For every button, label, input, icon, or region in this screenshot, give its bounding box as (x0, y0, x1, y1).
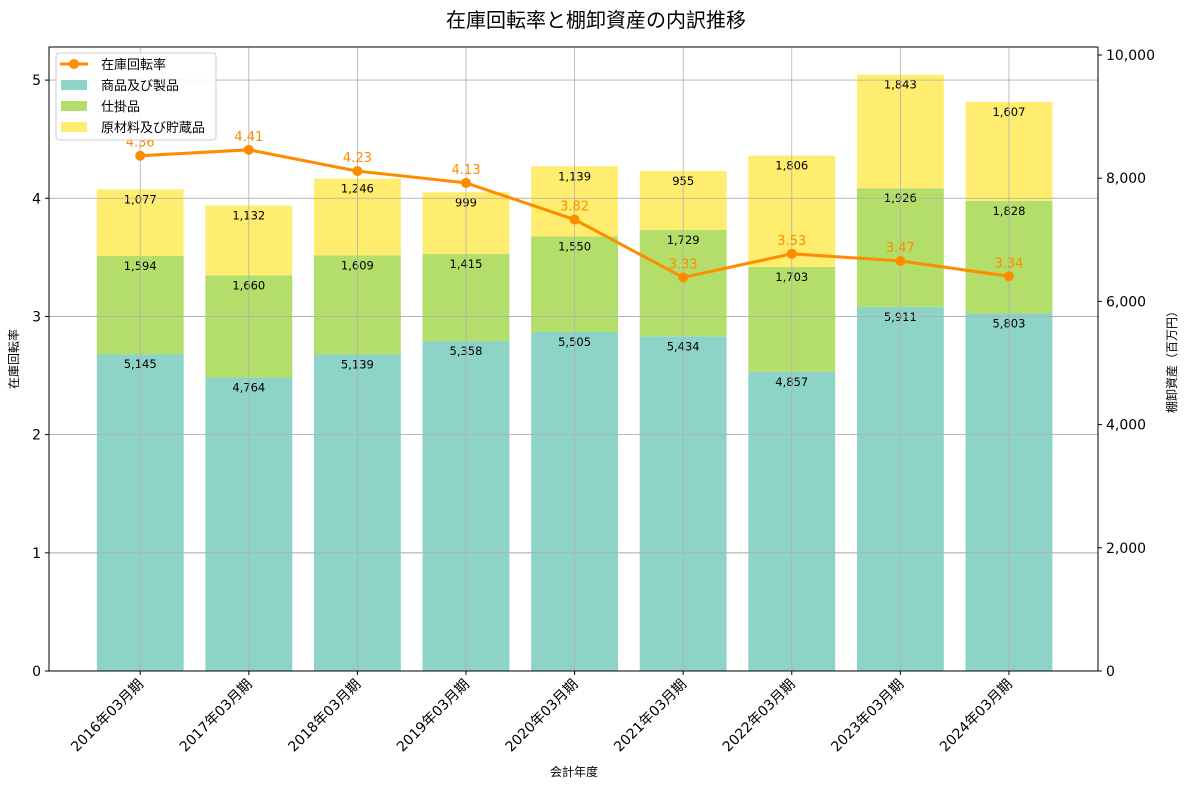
y-tick-label-right: 0 (1106, 664, 1115, 680)
legend-swatch (61, 122, 87, 132)
y-tick-label-left: 5 (32, 73, 41, 89)
legend-label: 原材料及び貯蔵品 (101, 121, 205, 136)
turnover-point (786, 248, 797, 259)
legend-label: 在庫回転率 (101, 57, 166, 73)
y-tick-label-right: 2,000 (1106, 541, 1146, 557)
turnover-point (569, 214, 580, 225)
y-tick-label-left: 4 (32, 191, 41, 207)
x-tick-label: 2021年03月期 (611, 677, 690, 756)
turnover-point (895, 255, 906, 266)
legend-swatch (61, 101, 87, 111)
y-tick-label-left: 3 (32, 309, 41, 325)
x-tick-label: 2022年03月期 (720, 677, 799, 756)
y-tick-label-right: 8,000 (1106, 171, 1146, 187)
legend-label: 商品及び製品 (101, 79, 179, 94)
legend-box (55, 52, 217, 141)
turnover-point (460, 177, 471, 188)
turnover-value-label: 3.34 (994, 256, 1023, 271)
legend-swatch (61, 80, 87, 90)
turnover-value-label: 4.23 (343, 151, 372, 166)
y-tick-label-right: 4,000 (1106, 418, 1146, 434)
y-tick-label-right: 6,000 (1106, 294, 1146, 310)
x-tick-label: 2018年03月期 (285, 677, 364, 756)
y-tick-label-left: 1 (32, 546, 41, 562)
turnover-point (243, 144, 254, 155)
turnover-value-label: 4.41 (234, 130, 263, 145)
x-tick-label: 2019年03月期 (394, 677, 473, 756)
x-axis-label: 会計年度 (550, 764, 598, 779)
turnover-value-label: 3.82 (560, 200, 589, 215)
turnover-point (352, 166, 363, 177)
y-tick-label-left: 0 (32, 664, 41, 680)
x-tick-label: 2020年03月期 (503, 677, 582, 756)
plot-frame (48, 46, 1099, 672)
legend-label: 仕掛品 (101, 100, 140, 115)
turnover-line: 4.36 4.414.234.133.823.333.53 3.473.34 (126, 130, 1023, 283)
y-tick-label-right: 10,000 (1106, 48, 1155, 64)
turnover-value-label: 3.53 (777, 234, 806, 249)
y-axis-label-left: 在庫回転率 (6, 329, 21, 389)
y-axis-label-right: 棚卸資産（百万円） (1164, 305, 1179, 413)
y-tick-label-left: 2 (32, 428, 41, 444)
turnover-value-label: 4.13 (452, 163, 481, 178)
x-tick-label: 2024年03月期 (937, 677, 1016, 756)
x-tick-label: 2016年03月期 (68, 677, 147, 756)
legend-marker (69, 59, 79, 69)
turnover-point (135, 150, 146, 161)
turnover-value-label: 3.33 (669, 257, 698, 272)
x-tick-label: 2023年03月期 (828, 677, 907, 756)
turnover-value-label: 3.47 (886, 241, 915, 256)
chart-title: 在庫回転率と棚卸資産の内訳推移 (446, 8, 746, 32)
x-tick-label: 2017年03月期 (177, 677, 256, 756)
turnover-point (1003, 271, 1014, 282)
turnover-point (678, 272, 689, 283)
